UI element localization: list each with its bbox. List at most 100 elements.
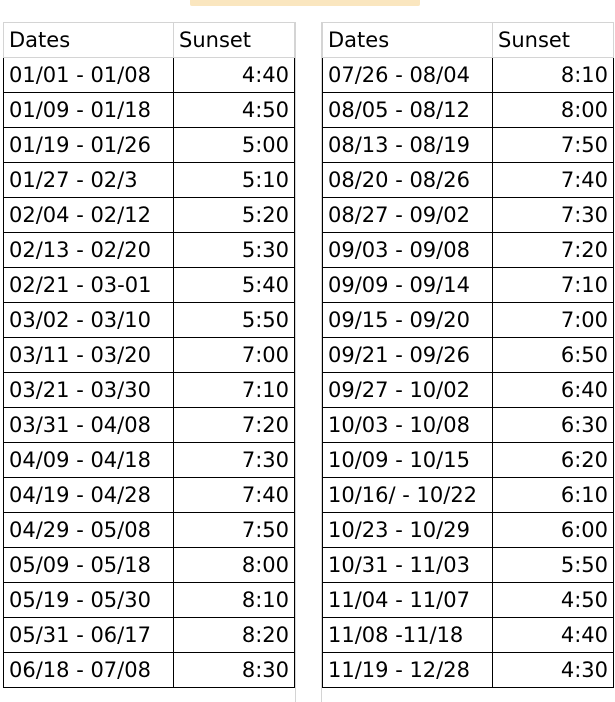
header-row: Dates Sunset: [3, 22, 295, 58]
dates-cell[interactable]: 10/09 - 10/15: [322, 442, 493, 478]
table-row: 09/21 - 09/26 6:50: [322, 337, 614, 373]
sunset-cell[interactable]: 5:10: [173, 162, 295, 198]
dates-cell[interactable]: 11/04 - 11/07: [322, 582, 493, 618]
sunset-header[interactable]: Sunset: [173, 22, 295, 58]
sunset-cell[interactable]: 7:40: [173, 477, 295, 513]
table-row: 09/15 - 09/20 7:00: [322, 302, 614, 338]
sunset-cell[interactable]: 7:00: [173, 337, 295, 373]
dates-cell[interactable]: 02/04 - 02/12: [3, 197, 174, 233]
sunset-cell[interactable]: 5:20: [173, 197, 295, 233]
sunset-cell[interactable]: 5:00: [173, 127, 295, 163]
dates-cell[interactable]: 08/05 - 08/12: [322, 92, 493, 128]
dates-cell[interactable]: 04/29 - 05/08: [3, 512, 174, 548]
sunset-cell[interactable]: 8:10: [173, 582, 295, 618]
dates-header[interactable]: Dates: [3, 22, 174, 58]
sunset-cell[interactable]: 6:30: [492, 407, 614, 443]
dates-cell[interactable]: 09/15 - 09/20: [322, 302, 493, 338]
dates-cell[interactable]: 01/09 - 01/18: [3, 92, 174, 128]
table-row: 11/04 - 11/07 4:50: [322, 582, 614, 618]
sunset-cell[interactable]: 4:50: [492, 582, 614, 618]
dates-cell[interactable]: 03/21 - 03/30: [3, 372, 174, 408]
sunset-cell[interactable]: 7:10: [492, 267, 614, 303]
table-row: 10/23 - 10/29 6:00: [322, 512, 614, 548]
sunset-cell[interactable]: 7:30: [173, 442, 295, 478]
sunset-cell[interactable]: 6:10: [492, 477, 614, 513]
dates-cell[interactable]: 10/23 - 10/29: [322, 512, 493, 548]
dates-header[interactable]: Dates: [322, 22, 493, 58]
dates-cell[interactable]: 03/11 - 03/20: [3, 337, 174, 373]
table-row: 05/19 - 05/30 8:10: [3, 582, 295, 618]
dates-cell[interactable]: 04/19 - 04/28: [3, 477, 174, 513]
sunset-cell[interactable]: 6:00: [492, 512, 614, 548]
sunset-cell[interactable]: 7:00: [492, 302, 614, 338]
sunset-table-left: Dates Sunset 01/01 - 01/08 4:40 01/09 - 01…: [3, 22, 295, 688]
sunset-cell[interactable]: 4:50: [173, 92, 295, 128]
dates-cell[interactable]: 05/19 - 05/30: [3, 582, 174, 618]
table-row: 05/31 - 06/17 8:20: [3, 617, 295, 653]
sunset-cell[interactable]: 8:00: [492, 92, 614, 128]
dates-cell[interactable]: 08/13 - 08/19: [322, 127, 493, 163]
dates-cell[interactable]: 11/08 -11/18: [322, 617, 493, 653]
dates-cell[interactable]: 08/20 - 08/26: [322, 162, 493, 198]
sunset-cell[interactable]: 7:30: [492, 197, 614, 233]
spreadsheet: Dates Sunset 01/01 - 01/08 4:40 01/09 - 01…: [3, 22, 614, 702]
dates-cell[interactable]: 07/26 - 08/04: [322, 57, 493, 93]
dates-cell[interactable]: 10/31 - 11/03: [322, 547, 493, 583]
dates-cell[interactable]: 03/31 - 04/08: [3, 407, 174, 443]
sunset-cell[interactable]: 7:40: [492, 162, 614, 198]
blank-column[interactable]: [295, 22, 322, 702]
dates-cell[interactable]: 09/21 - 09/26: [322, 337, 493, 373]
sunset-cell[interactable]: 5:50: [492, 547, 614, 583]
table-row: 10/16/ - 10/22 6:10: [322, 477, 614, 513]
sunset-cell[interactable]: 8:20: [173, 617, 295, 653]
dates-cell[interactable]: 02/21 - 03-01: [3, 267, 174, 303]
sunset-table-right: Dates Sunset 07/26 - 08/04 8:10 08/05 - 08…: [322, 22, 614, 688]
sunset-cell[interactable]: 7:50: [492, 127, 614, 163]
sunset-cell[interactable]: 6:40: [492, 372, 614, 408]
dates-cell[interactable]: 10/16/ - 10/22: [322, 477, 493, 513]
sunset-cell[interactable]: 6:20: [492, 442, 614, 478]
sunset-cell[interactable]: 6:50: [492, 337, 614, 373]
dates-cell[interactable]: 11/19 - 12/28: [322, 652, 493, 688]
sunset-cell[interactable]: 8:00: [173, 547, 295, 583]
sunset-cell[interactable]: 7:50: [173, 512, 295, 548]
dates-cell[interactable]: 02/13 - 02/20: [3, 232, 174, 268]
table-row: 05/09 - 05/18 8:00: [3, 547, 295, 583]
sunset-cell[interactable]: 5:50: [173, 302, 295, 338]
sunset-cell[interactable]: 4:30: [492, 652, 614, 688]
dates-cell[interactable]: 06/18 - 07/08: [3, 652, 174, 688]
dates-cell[interactable]: 09/09 - 09/14: [322, 267, 493, 303]
table-row: 06/18 - 07/08 8:30: [3, 652, 295, 688]
dates-cell[interactable]: 01/01 - 01/08: [3, 57, 174, 93]
dates-cell[interactable]: 04/09 - 04/18: [3, 442, 174, 478]
table-row: 10/09 - 10/15 6:20: [322, 442, 614, 478]
table-row: 09/03 - 09/08 7:20: [322, 232, 614, 268]
dates-cell[interactable]: 09/03 - 09/08: [322, 232, 493, 268]
table-row: 11/08 -11/18 4:40: [322, 617, 614, 653]
dates-cell[interactable]: 09/27 - 10/02: [322, 372, 493, 408]
table-row: 10/31 - 11/03 5:50: [322, 547, 614, 583]
dates-cell[interactable]: 03/02 - 03/10: [3, 302, 174, 338]
cut-off-title: [190, 0, 420, 6]
header-row: Dates Sunset: [322, 22, 614, 58]
sunset-cell[interactable]: 5:30: [173, 232, 295, 268]
sunset-cell[interactable]: 4:40: [173, 57, 295, 93]
table-row: 04/19 - 04/28 7:40: [3, 477, 295, 513]
table-row: 02/21 - 03-01 5:40: [3, 267, 295, 303]
sunset-cell[interactable]: 7:10: [173, 372, 295, 408]
sunset-cell[interactable]: 7:20: [173, 407, 295, 443]
sunset-header[interactable]: Sunset: [492, 22, 614, 58]
sunset-cell[interactable]: 7:20: [492, 232, 614, 268]
sunset-cell[interactable]: 4:40: [492, 617, 614, 653]
sunset-cell[interactable]: 5:40: [173, 267, 295, 303]
dates-cell[interactable]: 05/09 - 05/18: [3, 547, 174, 583]
table-row: 10/03 - 10/08 6:30: [322, 407, 614, 443]
sunset-cell[interactable]: 8:10: [492, 57, 614, 93]
dates-cell[interactable]: 10/03 - 10/08: [322, 407, 493, 443]
dates-cell[interactable]: 01/27 - 02/3: [3, 162, 174, 198]
dates-cell[interactable]: 05/31 - 06/17: [3, 617, 174, 653]
dates-cell[interactable]: 08/27 - 09/02: [322, 197, 493, 233]
sunset-cell[interactable]: 8:30: [173, 652, 295, 688]
dates-cell[interactable]: 01/19 - 01/26: [3, 127, 174, 163]
title-strip: [0, 0, 615, 22]
